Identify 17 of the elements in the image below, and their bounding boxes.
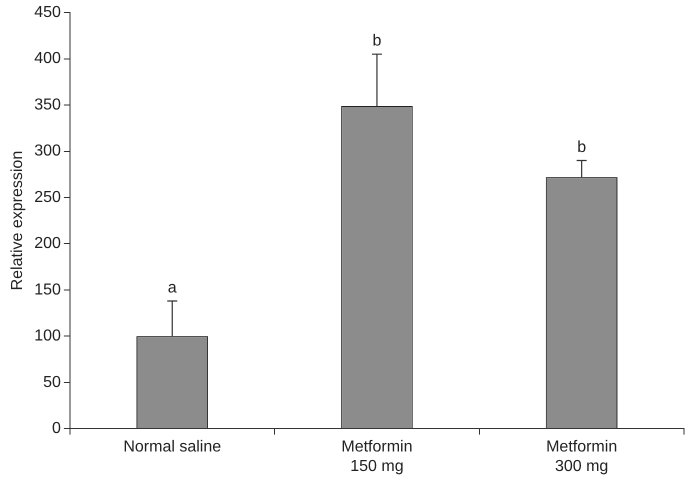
y-tick-label: 150 bbox=[34, 281, 61, 298]
x-tick-label: Normal saline bbox=[123, 438, 222, 456]
annotation: b bbox=[372, 32, 382, 50]
y-tick-label: 450 bbox=[34, 4, 61, 22]
x-tick-label: Metformin 300 mg bbox=[546, 438, 618, 475]
y-tick-label: 350 bbox=[34, 96, 61, 114]
y-tick-label: 400 bbox=[34, 50, 61, 68]
y-tick-label: 100 bbox=[34, 328, 61, 345]
y-tick-label: 300 bbox=[34, 142, 61, 160]
annotation: b bbox=[577, 138, 586, 156]
y-tick-label: 250 bbox=[34, 188, 61, 206]
annotation: a bbox=[168, 279, 177, 296]
y-tick-label: 50 bbox=[43, 374, 61, 391]
y-tick-label: 0 bbox=[52, 420, 61, 438]
y-axis-title: Relative expression bbox=[9, 150, 26, 290]
x-tick-label: Metformin 150 mg bbox=[341, 438, 413, 475]
y-tick-label: 200 bbox=[34, 235, 61, 252]
